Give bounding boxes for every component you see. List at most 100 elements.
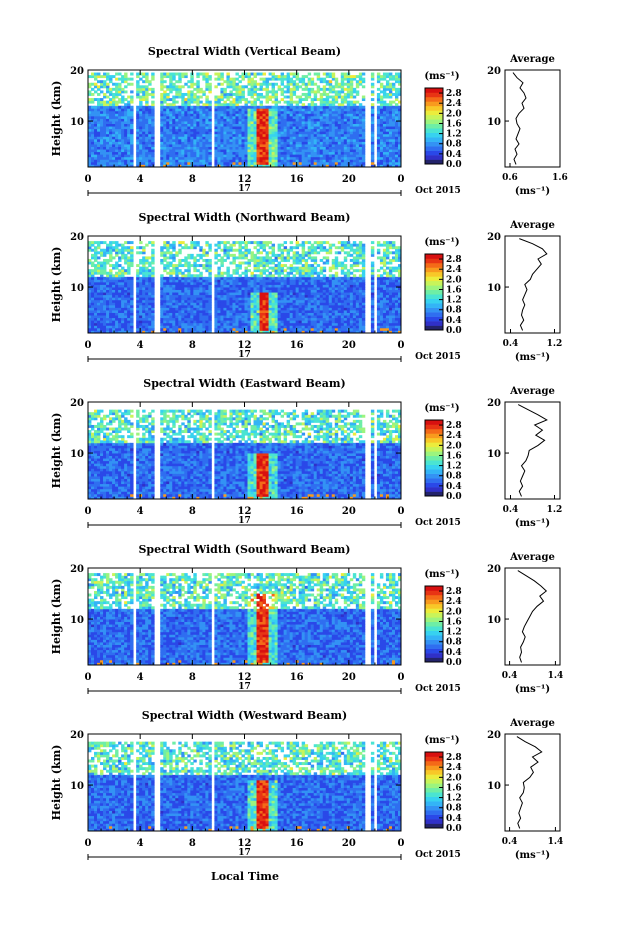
heatmap-cell [238, 85, 242, 89]
heatmap-cell [97, 246, 101, 250]
heatmap-cell [181, 302, 185, 306]
heatmap-cell [217, 161, 221, 165]
heatmap-cell [283, 146, 288, 150]
heatmap-cell [385, 128, 390, 132]
heatmap-cell [187, 320, 191, 324]
heatmap-cell [286, 136, 291, 140]
heatmap-cell [100, 98, 104, 102]
heatmap-cell [328, 72, 333, 76]
heatmap-cell [172, 126, 176, 130]
heatmap-cell [160, 123, 164, 127]
heatmap-cell [346, 131, 351, 135]
heatmap-cell [205, 315, 209, 319]
heatmap-cell [166, 261, 170, 265]
heatmap-cell [244, 317, 248, 321]
heatmap-cell [286, 110, 291, 114]
heatmap-cell [112, 264, 116, 268]
heatmap-cell [397, 82, 402, 86]
heatmap-cell [313, 115, 318, 119]
heatmap-cell [394, 161, 399, 165]
heatmap-cell [346, 85, 351, 89]
heatmap-cell [289, 161, 294, 165]
heatmap-cell [190, 115, 194, 119]
heatmap-cell [205, 128, 209, 132]
heatmap-cell [304, 141, 309, 145]
heatmap-cell [184, 320, 188, 324]
heatmap-cell [178, 281, 182, 285]
heatmap-cell [103, 72, 107, 76]
heatmap-cell [175, 271, 179, 275]
heatmap-cell [193, 246, 197, 250]
heatmap-cell [124, 256, 128, 260]
heatmap-cell [322, 80, 327, 84]
heatmap-cell [115, 297, 119, 301]
heatmap-cell [172, 141, 176, 145]
heatmap-cell [217, 241, 221, 245]
heatmap-cell [295, 100, 300, 104]
heatmap-cell [100, 241, 104, 245]
heatmap-cell [214, 304, 218, 308]
heatmap-cell [376, 144, 381, 147]
heatmap-cell [124, 90, 128, 94]
heatmap-cell [226, 159, 230, 163]
heatmap-cell [163, 304, 167, 308]
heatmap-cell [190, 154, 194, 158]
heatmap-cell [241, 146, 245, 150]
heatmap-cell [97, 144, 101, 147]
heatmap-cell [166, 279, 170, 283]
heatmap-cell [250, 159, 254, 163]
heatmap-cell [361, 133, 366, 137]
heatmap-cell [235, 110, 239, 114]
heatmap-cell [349, 159, 354, 163]
heatmap-cell [148, 126, 152, 130]
heatmap-cell [220, 281, 224, 285]
heatmap-cell [286, 146, 291, 150]
heatmap-cell [205, 320, 209, 324]
heatmap-cell [235, 149, 239, 153]
heatmap-cell [220, 82, 224, 86]
heatmap-cell [277, 115, 282, 119]
heatmap-cell [307, 80, 312, 84]
heatmap-cell [151, 325, 155, 329]
heatmap-cell [349, 115, 354, 119]
heatmap-cell [262, 151, 266, 155]
heatmap-cell [238, 253, 242, 257]
heatmap-cell [139, 121, 143, 124]
heatmap-cell [232, 287, 236, 290]
heatmap-cell [151, 281, 155, 285]
heatmap-cell [160, 279, 164, 283]
heatmap-cell [208, 297, 212, 301]
heatmap-cell [274, 110, 279, 114]
heatmap-cell [112, 146, 116, 150]
heatmap-cell [193, 161, 197, 165]
heatmap-cell [316, 138, 321, 142]
heatmap-cell [103, 312, 107, 316]
heatmap-cell [199, 246, 203, 250]
heatmap-cell [325, 113, 330, 117]
heatmap-cell [121, 269, 125, 273]
heatmap-cell [265, 274, 269, 278]
heatmap-cell [250, 126, 254, 130]
heatmap-cell [166, 136, 170, 140]
heatmap-cell [256, 287, 260, 290]
heatmap-cell [349, 154, 354, 158]
heatmap-cell [262, 164, 266, 168]
heatmap-cell [160, 100, 164, 104]
heatmap-cell [265, 297, 269, 301]
heatmap-cell [292, 118, 297, 122]
heatmap-cell [118, 156, 122, 160]
heatmap-cell [199, 118, 203, 122]
heatmap-cell [94, 133, 98, 137]
heatmap-cell [223, 159, 227, 163]
heatmap-cell [181, 100, 185, 104]
heatmap-cell [151, 322, 155, 326]
heatmap-cell [109, 310, 113, 313]
heatmap-cell [283, 110, 288, 114]
heatmap-cell [202, 92, 206, 96]
heatmap-cell [169, 151, 173, 155]
heatmap-cell [187, 310, 191, 313]
heatmap-cell [91, 82, 95, 86]
heatmap-cell [289, 121, 294, 124]
heatmap-cell [340, 121, 345, 124]
heatmap-cell [166, 149, 170, 153]
